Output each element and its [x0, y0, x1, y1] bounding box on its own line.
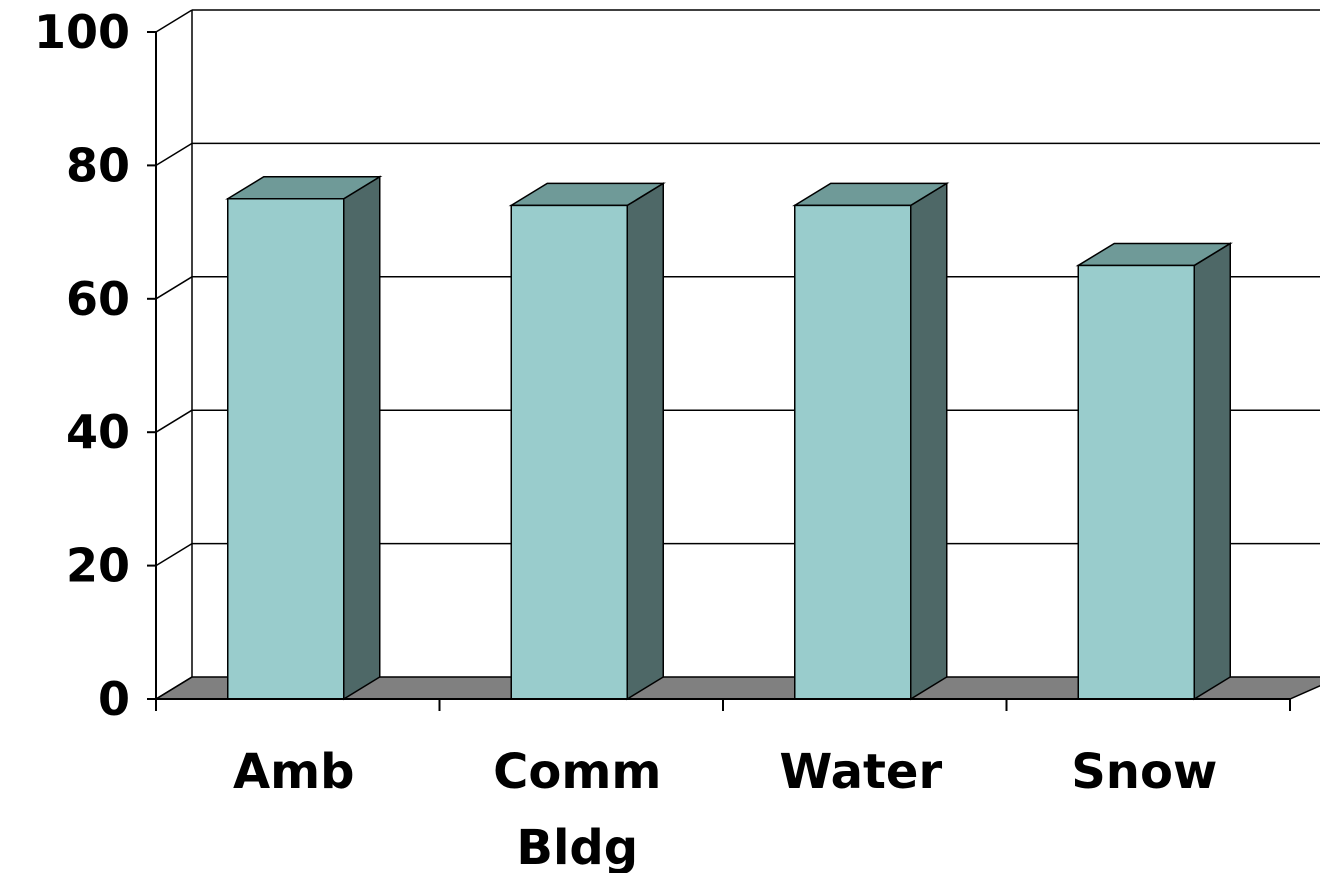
side-wall-connector	[155, 9, 193, 33]
bar-side	[626, 182, 664, 701]
y-tick-label: 80	[66, 138, 130, 192]
bar	[792, 182, 950, 701]
bar-side	[910, 182, 948, 701]
labels-layer: 0 20 40 60 80 100 Amb Comm Bldg Water Snow	[34, 5, 1217, 873]
category-label: Snow	[1071, 744, 1217, 800]
bar	[1075, 242, 1233, 701]
side-wall-connector	[155, 409, 193, 433]
side-wall-connector	[155, 542, 193, 567]
side-wall-connector	[155, 276, 193, 300]
category-label: Bldg	[516, 820, 638, 873]
bar	[225, 175, 383, 701]
bar	[508, 182, 666, 701]
bars-layer	[225, 175, 1233, 701]
category-label: Water	[779, 744, 942, 800]
category-label: Comm	[493, 744, 661, 800]
bar-front	[794, 204, 912, 700]
y-tick-label: 100	[34, 5, 130, 59]
y-tick-label: 20	[66, 539, 130, 593]
axis-layer	[147, 31, 1291, 711]
bar-front	[1077, 264, 1195, 700]
bar-front	[510, 204, 628, 700]
y-tick-label: 40	[66, 405, 130, 459]
bar-front	[227, 198, 345, 700]
y-tick-label: 0	[98, 672, 130, 726]
bar-side	[343, 175, 381, 701]
category-label: Amb	[233, 744, 355, 800]
side-wall-connector	[155, 676, 193, 700]
bar-side	[1193, 242, 1231, 701]
y-tick-label: 60	[66, 272, 130, 326]
side-wall-connector	[155, 142, 193, 167]
